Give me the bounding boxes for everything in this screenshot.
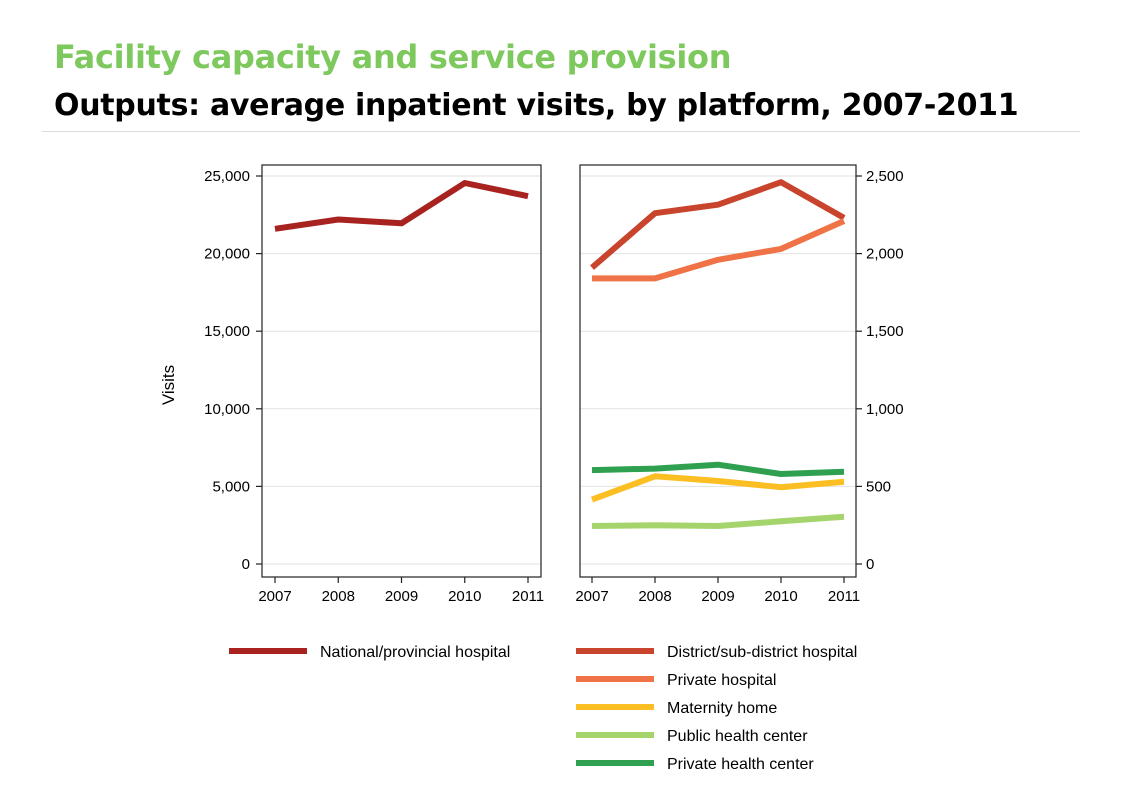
y-tick-label-left-20000: 20,000 [204, 246, 250, 263]
slide-title: Facility capacity and service provision [54, 38, 732, 76]
plot-frame-right [579, 164, 857, 578]
legend-label-private-health-center: Private health center [667, 756, 814, 773]
y-axis-label: Visits [159, 365, 178, 405]
y-tick-label-right-500: 500 [866, 478, 891, 495]
series-line-maternity-home [590, 473, 845, 503]
y-tick-label-right-1500: 1,500 [866, 323, 904, 340]
x-tick-label-right-2009: 2009 [701, 588, 734, 605]
x-tick-label-left-2009: 2009 [385, 588, 418, 605]
x-tick-label-left-2010: 2010 [448, 588, 481, 605]
legend-label-national-provincial-hospital: National/provincial hospital [320, 644, 510, 661]
y-tick-label-left-15000: 15,000 [204, 323, 250, 340]
x-tick-label-right-2007: 2007 [575, 588, 608, 605]
x-tick-label-left-2011: 2011 [512, 588, 544, 605]
series-line-public-health-center [591, 513, 845, 529]
series-line-private-hospital [592, 218, 846, 282]
x-tick-label-right-2010: 2010 [764, 588, 797, 605]
legend-label-maternity-home: Maternity home [667, 700, 777, 717]
panel-left: 0 5,000 10,000 15,000 20,000 25,000 2007 2008 20… [159, 164, 544, 605]
legend: National/provincial hospital District/sub… [229, 644, 857, 773]
legend-label-private-hospital: Private hospital [667, 672, 776, 689]
x-tick-label-right-2008: 2008 [638, 588, 671, 605]
legend-label-district-sub-district-hospital: District/sub-district hospital [667, 644, 857, 661]
y-tick-label-right-2500: 2,500 [866, 168, 904, 185]
y-tick-label-left-10000: 10,000 [204, 401, 250, 418]
legend-label-public-health-center: Public health center [667, 728, 808, 745]
x-tick-label-right-2011: 2011 [828, 588, 860, 605]
y-tick-label-right-2000: 2,000 [866, 246, 904, 263]
y-tick-label-left-25000: 25,000 [204, 168, 250, 185]
series-line-national-provincial-hospital [274, 180, 529, 232]
panel-right: 0 500 1,000 1,500 2,000 2,500 2007 2008 2009 2010… [575, 164, 904, 605]
slide-subtitle: Outputs: average inpatient visits, by pl… [54, 88, 1019, 123]
title-divider [42, 131, 1080, 132]
x-tick-label-left-2007: 2007 [258, 588, 291, 605]
series-line-district-sub-district-hospital [590, 179, 846, 270]
y-tick-label-right-1000: 1,000 [866, 401, 904, 418]
y-tick-label-left-5000: 5,000 [212, 478, 250, 495]
x-tick-label-left-2008: 2008 [322, 588, 355, 605]
y-tick-label-left-0: 0 [242, 556, 250, 573]
y-tick-label-right-0: 0 [866, 556, 874, 573]
series-line-private-health-center [591, 461, 845, 477]
